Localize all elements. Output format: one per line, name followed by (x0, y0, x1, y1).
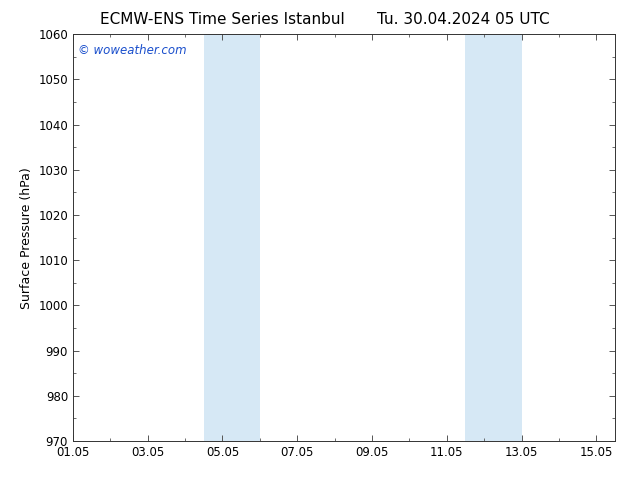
Bar (465, 34, 522, 441)
Text: Tu. 30.04.2024 05 UTC: Tu. 30.04.2024 05 UTC (377, 12, 549, 27)
Text: ECMW-ENS Time Series Istanbul: ECMW-ENS Time Series Istanbul (100, 12, 344, 27)
Text: © woweather.com: © woweather.com (79, 45, 187, 57)
Y-axis label: Surface Pressure (hPa): Surface Pressure (hPa) (20, 167, 33, 309)
Bar (204, 34, 260, 441)
